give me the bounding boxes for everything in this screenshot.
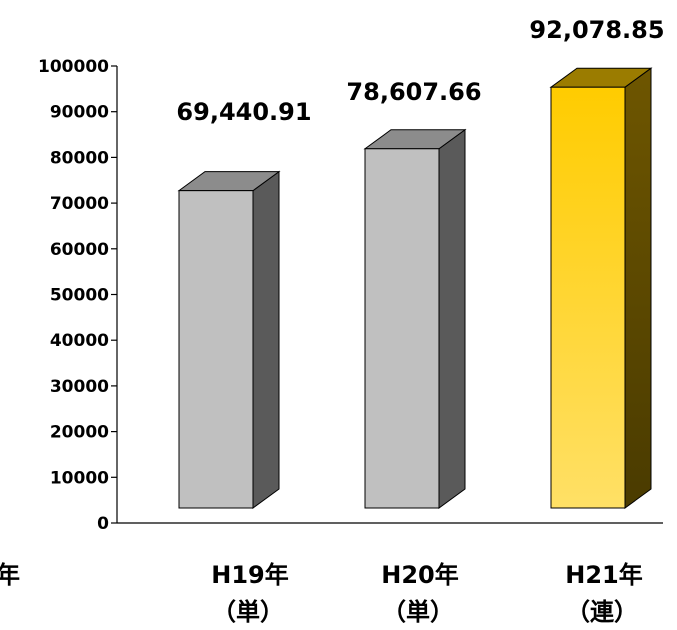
bar: [549, 67, 653, 509]
y-tick-label: 0: [97, 514, 109, 534]
y-tick-label: 20000: [50, 423, 109, 443]
category-sublabel: （単）: [382, 598, 454, 626]
y-tick-label: 80000: [50, 148, 109, 168]
data-label: 69,440.91: [176, 98, 311, 126]
data-label: 78,607.66: [346, 78, 481, 106]
axis-layer: 0 10000 20000 30000 40000 50000 60000 70000 8000…: [38, 57, 663, 534]
y-tick-label: 60000: [50, 240, 109, 260]
y-tick-label: 30000: [50, 377, 109, 397]
category-label: H19年: [211, 561, 288, 589]
category-sublabel: （連）: [566, 598, 638, 626]
category-label: H20年: [381, 561, 458, 589]
bar-front-face: [364, 148, 440, 509]
y-tick-label: 100000: [38, 57, 109, 77]
bars-layer: [177, 67, 653, 509]
bar-side-face: [438, 128, 466, 509]
category-sublabel-partial: ）: [0, 598, 8, 626]
bar: [177, 170, 281, 509]
bar-front-face: [550, 86, 626, 509]
category-sublabel: （単）: [212, 598, 284, 626]
y-tick-label: 70000: [50, 194, 109, 214]
data-label: 92,078.85: [529, 16, 664, 44]
bar: [363, 128, 467, 509]
bar-side-face: [252, 170, 280, 509]
category-label-partial: 年: [0, 561, 20, 589]
category-label: H21年: [565, 561, 642, 589]
y-tick-label: 90000: [50, 103, 109, 123]
y-tick-label: 10000: [50, 468, 109, 488]
labels-layer: 69,440.91 78,607.66 92,078.85 H19年 （単） H20年 （単…: [0, 16, 665, 626]
y-tick-label: 50000: [50, 286, 109, 306]
bar-front-face: [178, 190, 254, 509]
bar-side-face: [624, 67, 652, 509]
y-tick-label: 40000: [50, 331, 109, 351]
